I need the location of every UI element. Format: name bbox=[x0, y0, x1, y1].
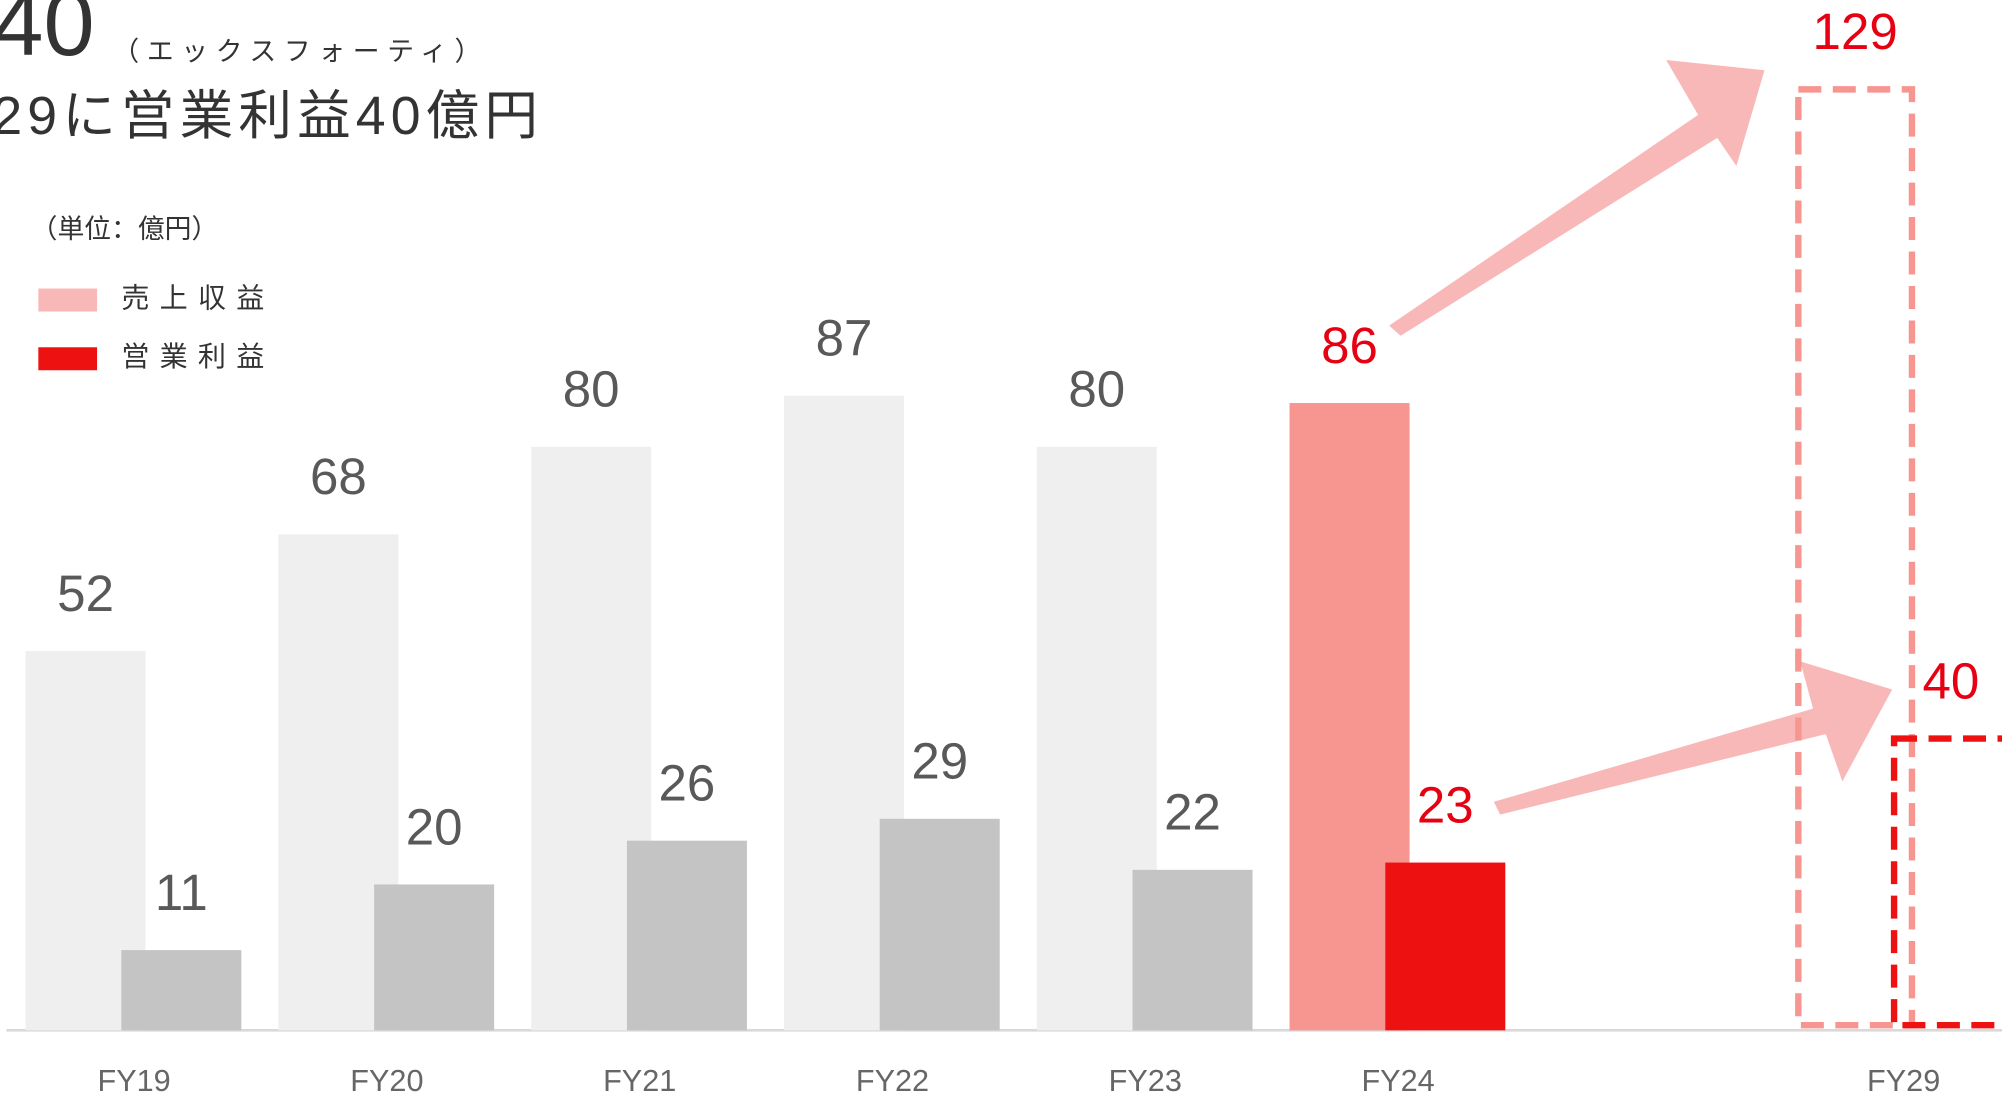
bar bbox=[121, 950, 242, 1031]
legend-label: 営業利益 bbox=[121, 341, 274, 372]
chart-title: 40 bbox=[0, 0, 95, 75]
x-tick-label: FY19 bbox=[97, 1064, 170, 1098]
bar bbox=[626, 840, 747, 1031]
data-label: 86 bbox=[1321, 317, 1378, 374]
x-tick-label: FY22 bbox=[856, 1064, 929, 1098]
data-label: 87 bbox=[816, 310, 873, 367]
bar bbox=[1385, 862, 1506, 1031]
x-tick-label: FY29 bbox=[1867, 1064, 1940, 1098]
data-label: 11 bbox=[155, 864, 208, 921]
subtitle: 29に営業利益40億円 bbox=[0, 86, 543, 146]
data-label: 26 bbox=[659, 755, 716, 812]
arrow bbox=[1389, 60, 1765, 336]
data-label: 129 bbox=[1813, 3, 1898, 60]
legend-swatch bbox=[38, 347, 98, 371]
x-tick-label: FY20 bbox=[350, 1064, 423, 1098]
data-label: 80 bbox=[1068, 361, 1125, 418]
data-label: 68 bbox=[310, 448, 367, 505]
x-tick-label: FY21 bbox=[603, 1064, 676, 1098]
x-tick-label: FY24 bbox=[1361, 1064, 1434, 1098]
data-label: 40 bbox=[1923, 652, 1980, 709]
arrow bbox=[1493, 661, 1893, 815]
bar bbox=[374, 884, 495, 1031]
data-label: 52 bbox=[57, 565, 114, 622]
data-label: 23 bbox=[1417, 776, 1474, 833]
data-label: 22 bbox=[1164, 784, 1221, 841]
bar bbox=[879, 818, 1000, 1031]
data-label: 29 bbox=[911, 733, 968, 790]
legend-swatch bbox=[38, 288, 98, 312]
bar bbox=[1132, 869, 1253, 1031]
title-reading: （エックスフォーティ） bbox=[112, 37, 489, 67]
bar bbox=[1795, 86, 1916, 1029]
data-label: 20 bbox=[406, 798, 463, 855]
data-label: 80 bbox=[563, 361, 620, 418]
legend-label: 売上収益 bbox=[121, 282, 274, 313]
unit-label: （単位：億円） bbox=[31, 214, 219, 244]
x-tick-label: FY23 bbox=[1109, 1064, 1182, 1098]
bar bbox=[1890, 735, 2002, 1029]
